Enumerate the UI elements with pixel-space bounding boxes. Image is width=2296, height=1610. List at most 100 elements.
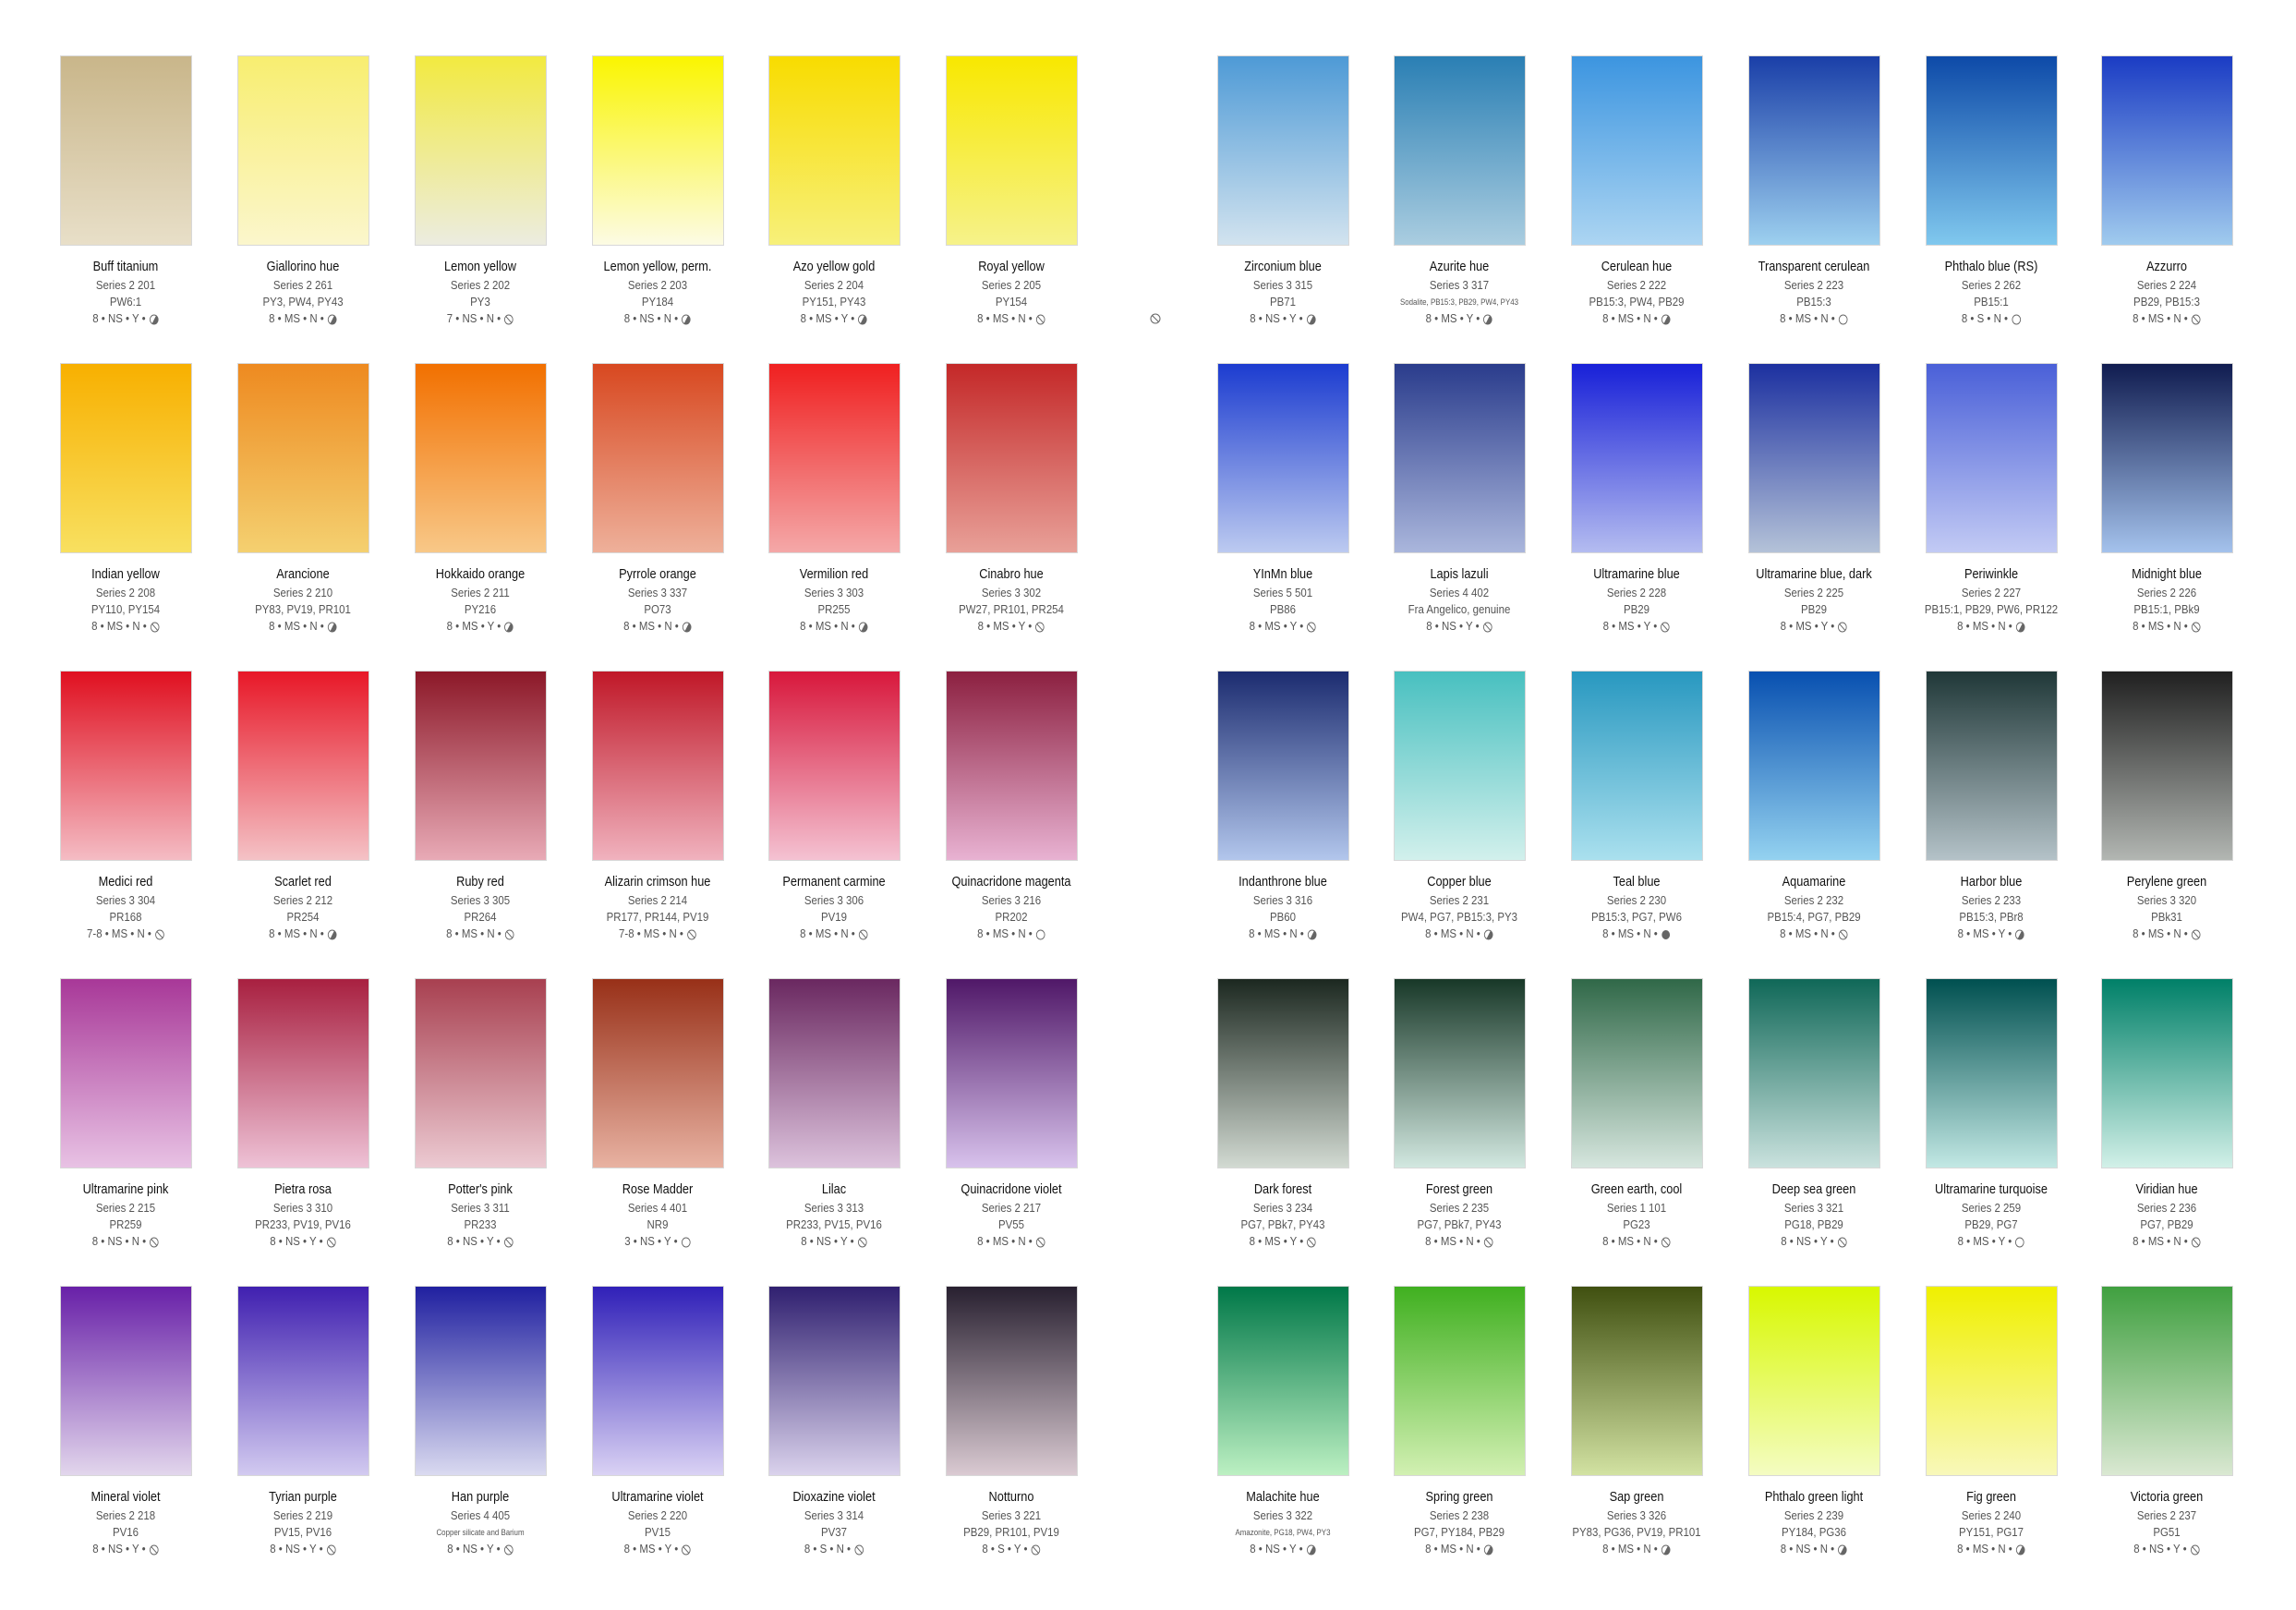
swatch-card: Lapis lazuli Series 4 402 Fra Angelico, … <box>1367 363 1552 635</box>
color-swatch <box>414 978 547 1168</box>
swatch-card: Azurite hue Series 3 317 Sodalite, PB15:… <box>1367 55 1552 327</box>
color-swatch <box>1570 363 1703 553</box>
color-swatch <box>1925 55 2058 246</box>
series-number: Series 2 217 <box>981 1201 1042 1215</box>
color-swatch <box>591 671 724 861</box>
series-number: Series 2 226 <box>2136 586 2197 599</box>
color-name: Azzurro <box>2146 259 2187 274</box>
series-number: Series 2 261 <box>272 278 333 292</box>
color-name: Hokkaido orange <box>435 566 526 582</box>
color-swatch <box>1393 1286 1526 1476</box>
color-swatch <box>1925 978 2058 1168</box>
color-name: Azo yellow gold <box>792 259 876 274</box>
series-number: Series 2 204 <box>804 278 864 292</box>
half-filled-circle-icon <box>1838 1543 1848 1556</box>
pigments: PV55 <box>998 1217 1024 1231</box>
pigments: PY151, PG17 <box>1959 1525 2024 1539</box>
color-swatch <box>1216 978 1349 1168</box>
empty-circle-icon <box>2015 1236 2025 1248</box>
color-name: Dioxazine violet <box>792 1489 876 1505</box>
pigments: PV15, PV16 <box>273 1525 332 1539</box>
color-name: Mineral violet <box>91 1489 161 1505</box>
color-name: Copper blue <box>1427 874 1492 890</box>
series-number: Series 2 262 <box>1961 278 2022 292</box>
color-name: Forest green <box>1425 1181 1493 1197</box>
color-name: Cinabro hue <box>979 566 1044 582</box>
color-swatch <box>945 671 1078 861</box>
color-swatch <box>2100 55 2233 246</box>
color-swatch <box>1925 671 2058 861</box>
slashed-circle-icon <box>2191 313 2201 325</box>
pigments: PY154 <box>995 295 1028 309</box>
rating: 8 • MS • N • <box>1602 311 1658 325</box>
color-name: Victoria green <box>2130 1489 2204 1505</box>
rating: 8 • MS • Y • <box>1425 311 1480 325</box>
color-swatch <box>59 978 192 1168</box>
swatch-card: Quinacridone magenta Series 3 216 PR202 … <box>919 671 1104 942</box>
pigments: PB15:3, PG7, PW6 <box>1591 910 1682 924</box>
swatch-card: Fig green Series 2 240 PY151, PG17 8 • M… <box>1899 1286 2084 1557</box>
pigments: PG18, PB29 <box>1784 1217 1843 1231</box>
pigments: PY83, PG36, PV19, PR101 <box>1572 1525 1701 1539</box>
rating: 8 • MS • N • <box>1780 311 1835 325</box>
swatch-card: Ultramarine blue, dark Series 2 225 PB29… <box>1722 363 1906 635</box>
swatch-card: Pyrrole orange Series 3 337 PO73 8 • MS … <box>565 363 750 635</box>
color-name: Aquamarine <box>1782 874 1846 890</box>
swatch-card: Phthalo green light Series 2 239 PY184, … <box>1722 1286 1906 1557</box>
slashed-circle-icon <box>1838 621 1848 633</box>
series-number: Series 2 235 <box>1429 1201 1490 1215</box>
half-filled-circle-icon <box>2015 621 2025 633</box>
rating: 8 • MS • Y • <box>1780 619 1835 633</box>
pigments: PB29, PG7 <box>1964 1217 2018 1231</box>
rating: 8 • MS • N • <box>977 926 1033 940</box>
series-number: Series 3 314 <box>804 1508 864 1522</box>
rating: 8 • NS • N • <box>91 1234 147 1248</box>
color-swatch <box>591 1286 724 1476</box>
rating: 8 • MS • Y • <box>446 619 501 633</box>
color-name: Spring green <box>1425 1489 1493 1505</box>
series-number: Series 2 239 <box>1783 1508 1844 1522</box>
series-number: Series 2 236 <box>2136 1201 2197 1215</box>
rating: 8 • MS • Y • <box>623 1542 679 1556</box>
series-number: Series 3 322 <box>1252 1508 1313 1522</box>
color-name: Phthalo blue (RS) <box>1944 259 2038 274</box>
rating: 8 • NS • Y • <box>447 1542 501 1556</box>
slashed-circle-icon <box>503 1236 514 1248</box>
color-swatch <box>767 363 900 553</box>
pigments: PG51 <box>2153 1525 2181 1539</box>
pigments: PR264 <box>464 910 497 924</box>
series-number: Series 3 304 <box>95 893 156 907</box>
slashed-circle-icon <box>686 928 696 940</box>
color-swatch <box>1216 671 1349 861</box>
color-swatch <box>767 55 900 246</box>
swatch-card: Malachite hue Series 3 322 Amazonite, PG… <box>1190 1286 1375 1557</box>
color-swatch <box>591 978 724 1168</box>
pigments: PB29 <box>1801 602 1827 616</box>
color-swatch <box>1925 1286 2058 1476</box>
series-number: Series 2 205 <box>981 278 1042 292</box>
rating: 8 • MS • N • <box>800 926 855 940</box>
series-number: Series 3 234 <box>1252 1201 1313 1215</box>
rating: 8 • S • N • <box>1961 311 2009 325</box>
slashed-circle-icon <box>1035 1236 1045 1248</box>
color-name: Deep sea green <box>1771 1181 1856 1197</box>
series-number: Series 2 237 <box>2136 1508 2197 1522</box>
color-swatch <box>236 978 369 1168</box>
color-name: Lilac <box>821 1181 847 1197</box>
rating: 8 • NS • N • <box>623 311 679 325</box>
half-filled-circle-icon <box>149 313 159 325</box>
swatch-card: Giallorino hue Series 2 261 PY3, PW4, PY… <box>211 55 395 327</box>
half-filled-circle-icon <box>327 313 337 325</box>
rating: 8 • MS • N • <box>269 926 324 940</box>
swatch-card: Permanent carmine Series 3 306 PV19 8 • … <box>742 671 926 942</box>
color-swatch <box>236 363 369 553</box>
series-number: Series 3 315 <box>1252 278 1313 292</box>
swatch-card: Spring green Series 2 238 PG7, PY184, PB… <box>1367 1286 1552 1557</box>
color-swatch <box>2100 671 2233 861</box>
swatch-card: Rose Madder Series 4 401 NR9 3 • NS • Y … <box>565 978 750 1250</box>
half-filled-circle-icon <box>1661 313 1671 325</box>
pigments: PB29, PB15:3 <box>2133 295 2200 309</box>
half-filled-circle-icon <box>682 313 692 325</box>
color-name: Buff titanium <box>92 259 159 274</box>
pigments: PY3 <box>470 295 490 309</box>
